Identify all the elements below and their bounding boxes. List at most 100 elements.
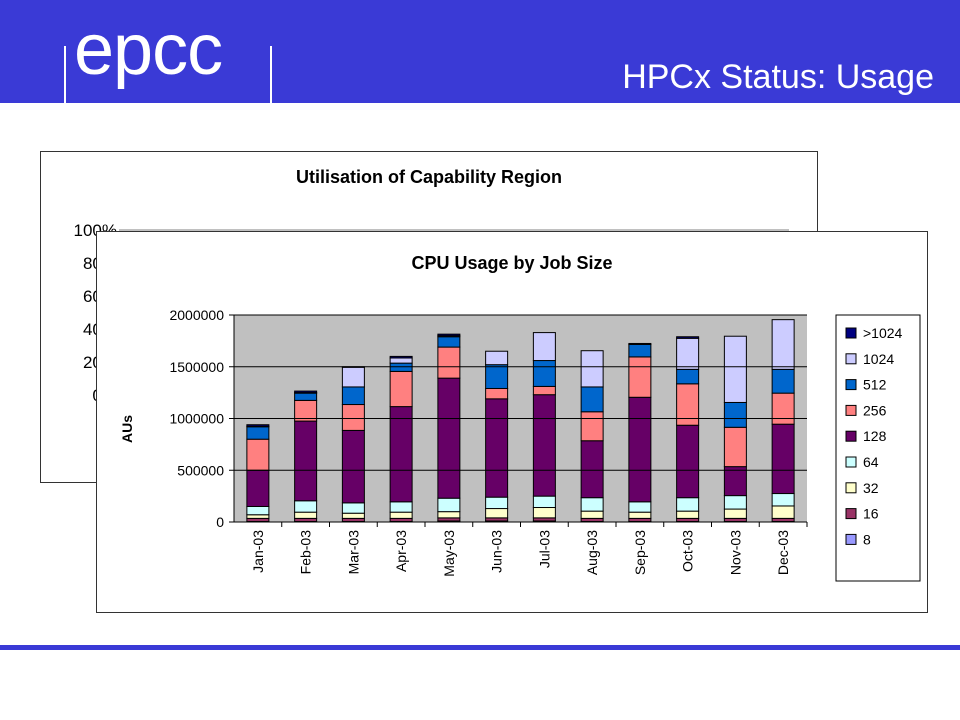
bar-segment bbox=[294, 420, 318, 502]
bar-segment bbox=[341, 502, 365, 514]
bar-segment bbox=[341, 512, 365, 519]
bar-segment bbox=[628, 501, 652, 513]
x-tick-label: Jan-03 bbox=[250, 530, 266, 573]
legend-swatch bbox=[845, 379, 857, 391]
bar-segment bbox=[246, 426, 270, 440]
bar-segment bbox=[580, 510, 604, 519]
bar-segment bbox=[389, 406, 413, 503]
x-tick-label: Jul-03 bbox=[536, 530, 552, 568]
legend-swatch bbox=[845, 430, 857, 442]
bar-segment bbox=[389, 362, 413, 372]
bar-segment bbox=[341, 429, 365, 504]
bar-segment bbox=[341, 366, 365, 388]
bar-segment bbox=[246, 438, 270, 471]
bar-segment bbox=[437, 346, 461, 379]
bar-segment bbox=[389, 357, 413, 364]
slide-title: HPCx Status: Usage bbox=[622, 58, 934, 96]
x-tick-label: Dec-03 bbox=[775, 530, 791, 575]
bar-segment bbox=[771, 368, 795, 394]
bar-segment bbox=[485, 496, 509, 510]
bar-segment bbox=[389, 355, 413, 359]
bar-segment bbox=[676, 336, 700, 339]
bar-segment bbox=[628, 343, 652, 358]
bar-segment bbox=[723, 495, 747, 510]
bar-segment bbox=[771, 493, 795, 507]
legend-swatch bbox=[845, 482, 857, 494]
bar-segment bbox=[246, 514, 270, 519]
bar-segment bbox=[532, 332, 556, 362]
x-tick-label: Sep-03 bbox=[632, 530, 648, 575]
bar-segment bbox=[294, 399, 318, 422]
bar-segment bbox=[294, 392, 318, 401]
bar-segment bbox=[676, 368, 700, 385]
bar-segment bbox=[676, 497, 700, 512]
bar-segment bbox=[580, 440, 604, 499]
bar-segment bbox=[723, 508, 747, 519]
legend-swatch bbox=[845, 327, 857, 339]
bar-segment bbox=[532, 385, 556, 396]
footer-rule bbox=[0, 645, 960, 650]
legend-label: 16 bbox=[863, 506, 879, 522]
legend-label: 1024 bbox=[863, 351, 894, 367]
bar-segment bbox=[628, 396, 652, 503]
bar-segment bbox=[771, 505, 795, 519]
bar-segment bbox=[437, 333, 461, 337]
bar-segment bbox=[532, 360, 556, 387]
bar-segment bbox=[389, 370, 413, 408]
bar-segment bbox=[246, 469, 270, 507]
bar-segment bbox=[628, 356, 652, 398]
bar-segment bbox=[676, 424, 700, 499]
logo-left-bar bbox=[64, 46, 66, 104]
bar-segment bbox=[771, 319, 795, 370]
cpu-usage-chart: CPU Usage by Job Size AUs 0 500000 1000000… bbox=[96, 231, 928, 613]
bar-segment bbox=[628, 511, 652, 519]
bar-segment bbox=[628, 342, 652, 345]
bar-segment bbox=[771, 423, 795, 495]
bar-segment bbox=[437, 511, 461, 519]
bar-segment bbox=[676, 337, 700, 370]
bar-segment bbox=[341, 386, 365, 406]
legend-label: >1024 bbox=[863, 325, 903, 341]
bar-segment bbox=[341, 404, 365, 431]
bar-segment bbox=[532, 507, 556, 519]
legend-swatch bbox=[845, 508, 857, 520]
y-axis-label: AUs bbox=[119, 415, 135, 443]
bar-segment bbox=[485, 508, 509, 519]
logo-text: epcc bbox=[74, 10, 223, 90]
cpu-usage-chart-svg: CPU Usage by Job Size AUs 0 500000 1000000… bbox=[119, 253, 921, 582]
bar-segment bbox=[676, 383, 700, 426]
y-tick-label: 1000000 bbox=[169, 411, 224, 427]
legend-swatch bbox=[845, 404, 857, 416]
header-bar: epcc HPCx Status: Usage bbox=[0, 0, 960, 104]
bar-segment bbox=[485, 398, 509, 498]
legend-swatch bbox=[845, 353, 857, 365]
bar-segment bbox=[532, 495, 556, 509]
y-tick-label: 2000000 bbox=[169, 307, 224, 323]
chart-title: CPU Usage by Job Size bbox=[411, 253, 612, 273]
legend-label: 128 bbox=[863, 428, 887, 444]
bar-segment bbox=[723, 466, 747, 497]
bar-segment bbox=[580, 497, 604, 512]
x-tick-label: Jun-03 bbox=[489, 530, 505, 573]
y-tick-label: 1500000 bbox=[169, 359, 224, 375]
y-tick-label: 500000 bbox=[177, 462, 224, 478]
bar-segment bbox=[389, 501, 413, 513]
bar-segment bbox=[294, 390, 318, 394]
bar-segment bbox=[485, 387, 509, 400]
x-tick-label: Mar-03 bbox=[345, 530, 361, 575]
x-tick-label: Oct-03 bbox=[680, 530, 696, 572]
x-tick-label: May-03 bbox=[441, 530, 457, 577]
bar-segment bbox=[437, 497, 461, 513]
x-tick-label: Feb-03 bbox=[298, 530, 314, 575]
bar-segment bbox=[246, 424, 270, 427]
bar-segment bbox=[485, 350, 509, 366]
bar-segment bbox=[723, 335, 747, 403]
bar-segment bbox=[723, 401, 747, 428]
legend-swatch bbox=[845, 533, 857, 545]
legend-swatch bbox=[845, 456, 857, 468]
logo-right-bar bbox=[270, 46, 272, 104]
bar-segment bbox=[437, 377, 461, 499]
epcc-logo: epcc bbox=[64, 14, 274, 104]
bar-segment bbox=[294, 511, 318, 519]
legend-label: 512 bbox=[863, 377, 887, 393]
